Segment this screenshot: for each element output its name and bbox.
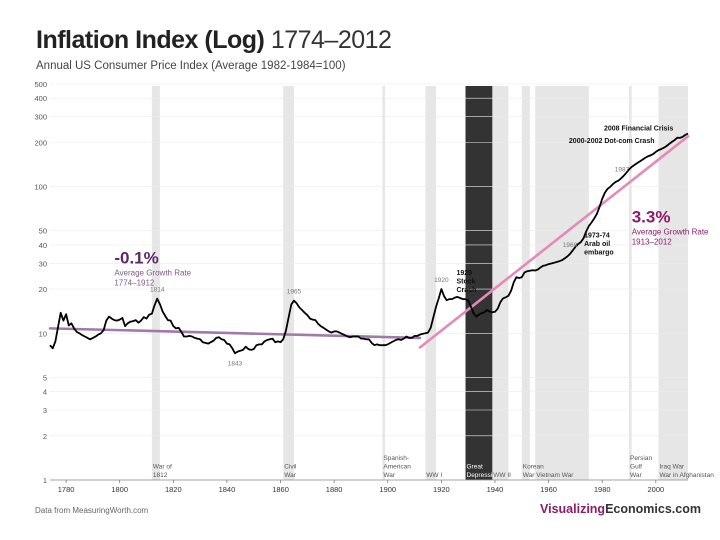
growth-rate-period: 1774–1912 [114,278,155,287]
point-annotation: 2008 Financial Crisis [604,126,673,133]
shaded-period-label: Iraq War [660,464,686,471]
shaded-period-label: Vietnam War [536,472,574,479]
x-tick-label: 1820 [165,485,182,494]
growth-rate-text: Average Growth Rate [632,227,709,236]
y-tick-label: 5 [43,373,47,382]
growth-rate-value: 3.3% [632,207,671,226]
shaded-period-label: American [383,464,411,471]
x-tick-label: 1960 [540,485,557,494]
x-tick-label: 1920 [433,485,450,494]
chart-title-main: Inflation Index (Log) [36,26,265,54]
point-annotation: embargo [584,250,614,257]
shaded-period-label: War [383,472,396,479]
shaded-period-label: Spanish- [383,455,409,462]
shaded-period-band [425,86,437,480]
x-tick-label: 1860 [272,485,289,494]
shaded-period-label: Korean [523,464,544,471]
shaded-period-label: WW II [493,472,511,479]
point-annotation: Arab oil [584,241,610,248]
brand-link[interactable]: VisualizingEconomics.com [540,502,701,516]
x-tick-label: 1800 [111,485,128,494]
shaded-period-label: Persian [630,455,652,462]
shaded-period-label: WW I [426,472,442,479]
y-tick-label: 500 [34,80,47,89]
y-tick-label: 10 [39,329,47,338]
point-annotation: 1987 [615,166,630,173]
growth-rate-text: Average Growth Rate [114,268,191,277]
point-annotation: 1973-74 [584,233,610,240]
point-annotation: 1968 [563,242,578,249]
shaded-period-label: Civil [284,464,297,471]
brand-part-visualizing: Visualizing [540,502,606,516]
y-tick-label: 50 [39,227,47,236]
y-tick-label: 30 [39,259,47,268]
x-tick-label: 1980 [594,485,611,494]
shaded-period-label: Great [467,464,483,471]
shaded-period-band [629,86,632,480]
point-annotation: 1920 [434,277,449,284]
shaded-period-band [382,86,386,480]
shaded-period-band [465,86,495,480]
y-tick-label: 200 [34,138,47,147]
trend-line [418,135,690,349]
shaded-period-band [521,86,530,480]
y-tick-label: 400 [34,94,47,103]
brand-part-economics: Economics.com [605,502,701,516]
shaded-period-band [283,86,294,480]
x-tick-label: 1900 [379,485,396,494]
shaded-period-label: War [630,472,643,479]
x-tick-label: 1840 [219,485,236,494]
shaded-period-band [535,86,589,480]
growth-rate-value: -0.1% [114,248,158,267]
point-annotation: 1965 [287,289,302,296]
point-annotation: Crash [457,287,477,294]
y-tick-label: 3 [43,406,47,415]
shaded-period-label: War in Afghanistan [660,472,715,479]
point-annotation: 2000-2002 Dot-com Crash [569,138,655,145]
growth-rate-period: 1913–2012 [632,237,673,246]
point-annotation: 1929 [457,270,473,277]
shaded-period-label: War [284,472,297,479]
x-tick-label: 1880 [326,485,343,494]
chart-subtitle: Annual US Consumer Price Index (Average … [36,60,346,72]
y-tick-label: 20 [39,285,47,294]
shaded-period-label: War [523,472,536,479]
chart-title-years: 1774–2012 [270,26,392,54]
shaded-period-label: War of [153,464,172,471]
y-tick-label: 1 [43,476,47,485]
y-tick-label: 2 [43,432,47,441]
cpi-series-line [49,132,689,355]
shaded-period-band [151,86,160,480]
y-tick-label: 100 [34,183,47,192]
point-annotation: 1843 [228,360,243,367]
y-tick-label: 40 [39,241,47,250]
y-tick-label: 4 [43,388,47,397]
point-annotation: Stock [457,279,476,286]
shaded-period-label: Depression [467,472,500,479]
shaded-period-label: Gulf [630,464,642,471]
x-tick-label: 1780 [58,485,75,494]
shaded-period-label: 1812 [153,472,168,479]
point-annotation: 1814 [150,287,165,294]
data-source-note: Data from MeasuringWorth.com [35,506,149,515]
x-tick-label: 2000 [647,485,664,494]
x-tick-label: 1940 [487,485,504,494]
shaded-period-band [658,86,688,480]
chart-title: Inflation Index (Log) 1774–2012 [36,26,392,55]
y-tick-label: 300 [34,113,47,122]
